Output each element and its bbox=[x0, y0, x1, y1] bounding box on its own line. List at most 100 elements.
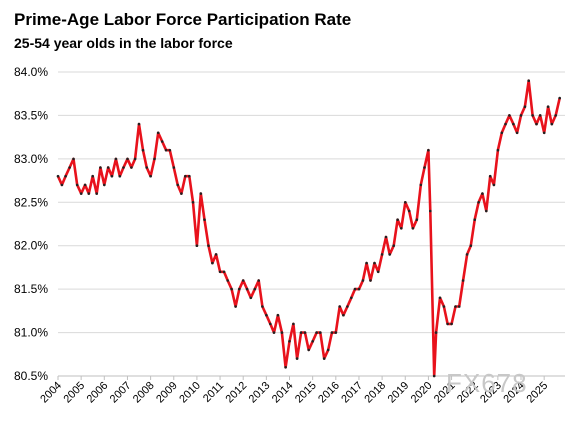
data-point bbox=[245, 287, 249, 291]
data-point bbox=[91, 174, 94, 178]
x-tick-label: 2018 bbox=[362, 380, 388, 406]
data-point bbox=[542, 131, 546, 135]
data-point bbox=[376, 270, 380, 274]
data-point bbox=[477, 201, 480, 204]
data-point bbox=[488, 174, 492, 178]
x-tick-label: 2014 bbox=[270, 380, 296, 406]
data-point bbox=[230, 287, 233, 291]
data-point bbox=[164, 148, 168, 152]
data-point bbox=[315, 331, 318, 334]
data-point bbox=[253, 287, 257, 291]
data-point bbox=[454, 305, 457, 308]
data-point bbox=[450, 322, 453, 326]
data-point bbox=[99, 166, 102, 169]
x-tick-label: 2006 bbox=[85, 380, 111, 406]
x-tick-label: 2017 bbox=[339, 380, 365, 406]
data-point bbox=[508, 114, 511, 117]
data-point bbox=[357, 287, 361, 291]
data-point bbox=[241, 279, 245, 282]
y-tick-label: 83.5% bbox=[14, 108, 48, 122]
y-tick-label: 82.0% bbox=[14, 239, 48, 253]
data-point bbox=[429, 209, 432, 213]
data-point bbox=[330, 331, 334, 334]
data-point bbox=[419, 183, 423, 187]
data-point bbox=[265, 313, 268, 317]
data-point bbox=[365, 261, 368, 265]
data-point bbox=[56, 174, 60, 178]
data-point bbox=[126, 157, 129, 161]
data-point bbox=[512, 122, 515, 126]
data-point bbox=[110, 174, 114, 178]
x-tick-label: 2025 bbox=[524, 380, 550, 406]
data-point bbox=[83, 183, 87, 187]
data-point bbox=[373, 261, 376, 265]
data-point bbox=[272, 331, 276, 334]
data-point bbox=[303, 331, 307, 334]
data-point bbox=[137, 122, 141, 126]
data-point bbox=[195, 244, 199, 247]
y-tick-label: 83.0% bbox=[14, 152, 48, 166]
data-point bbox=[415, 218, 419, 221]
data-point bbox=[199, 192, 203, 195]
data-point bbox=[538, 114, 542, 117]
data-point bbox=[207, 244, 210, 247]
data-point bbox=[214, 253, 218, 256]
data-point bbox=[485, 209, 488, 213]
y-tick-label: 81.0% bbox=[14, 326, 48, 340]
data-point bbox=[432, 374, 436, 378]
data-point bbox=[342, 313, 345, 317]
data-point bbox=[446, 322, 449, 326]
data-point bbox=[369, 279, 372, 282]
data-point bbox=[523, 105, 527, 108]
data-point bbox=[133, 157, 137, 161]
data-point bbox=[334, 331, 338, 334]
x-tick-label: 2011 bbox=[201, 380, 226, 405]
series-group bbox=[56, 79, 561, 378]
data-point bbox=[149, 174, 152, 178]
data-point bbox=[461, 279, 465, 282]
data-point bbox=[130, 166, 133, 169]
data-point bbox=[118, 174, 122, 178]
data-point bbox=[114, 157, 118, 161]
data-point bbox=[184, 174, 187, 178]
data-point bbox=[238, 287, 241, 291]
x-tick-label: 2009 bbox=[154, 380, 180, 406]
data-point bbox=[288, 340, 291, 343]
data-point bbox=[261, 305, 264, 308]
data-point bbox=[515, 131, 519, 135]
data-point bbox=[276, 313, 280, 317]
data-point bbox=[172, 166, 176, 169]
x-tick-label: 2005 bbox=[61, 380, 87, 406]
data-point bbox=[473, 218, 477, 221]
data-point bbox=[87, 192, 91, 195]
data-point bbox=[384, 235, 388, 239]
data-point bbox=[156, 131, 160, 135]
y-axis: 80.5% 81.0% 81.5% 82.0% 82.5% 83.0% 83.5% 84.0% bbox=[14, 65, 48, 383]
data-point bbox=[222, 270, 226, 274]
data-point bbox=[79, 192, 83, 195]
chart-title: Prime-Age Labor Force Participation Rate bbox=[14, 10, 352, 29]
data-point bbox=[226, 279, 229, 282]
data-point bbox=[292, 322, 295, 326]
data-point bbox=[535, 122, 538, 126]
data-point bbox=[469, 244, 473, 247]
data-point bbox=[284, 366, 287, 369]
data-point bbox=[103, 183, 106, 187]
data-point bbox=[160, 140, 164, 143]
y-tick-label: 82.5% bbox=[14, 195, 48, 209]
x-tick-label: 2007 bbox=[108, 380, 134, 406]
data-point bbox=[307, 348, 311, 352]
data-point bbox=[257, 279, 261, 282]
data-point bbox=[558, 96, 561, 100]
x-tick-label: 2015 bbox=[293, 380, 319, 406]
gridlines bbox=[58, 71, 565, 377]
data-point bbox=[145, 166, 148, 169]
data-point bbox=[75, 183, 79, 187]
data-point bbox=[380, 253, 384, 256]
data-point bbox=[176, 183, 179, 187]
data-point bbox=[72, 157, 75, 161]
data-point bbox=[434, 331, 438, 334]
data-point bbox=[504, 122, 507, 126]
chart-subtitle: 25-54 year olds in the labor force bbox=[14, 35, 233, 51]
